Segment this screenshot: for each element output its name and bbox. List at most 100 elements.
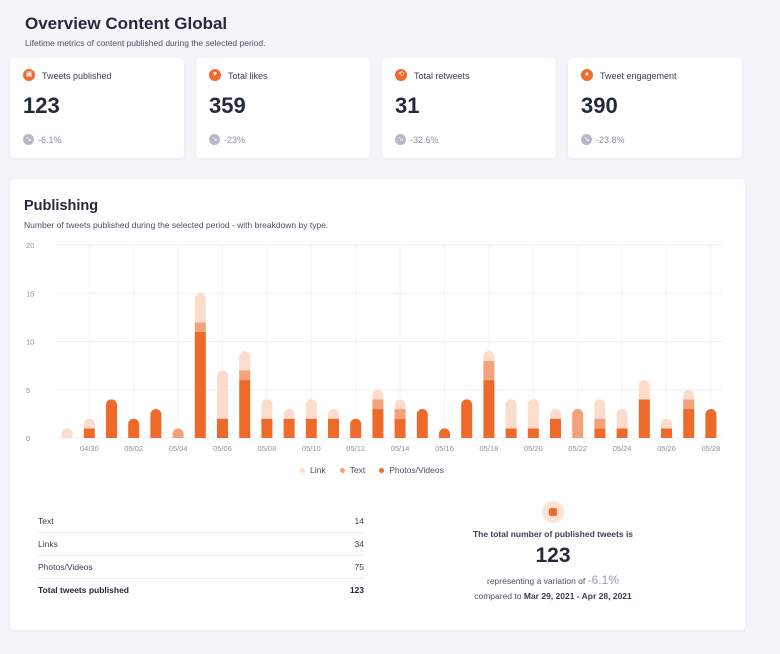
bar-segment — [616, 409, 628, 429]
bar-segment — [594, 418, 606, 429]
publishing-title: Publishing — [24, 198, 99, 214]
summary-variation: -6.1% — [587, 573, 619, 587]
bar-segment — [194, 293, 206, 323]
bar-segment — [527, 399, 539, 429]
bar-segment — [128, 418, 140, 438]
bar-segment — [172, 428, 184, 438]
heart-icon: ♥ — [209, 69, 221, 81]
bar-segment — [83, 418, 95, 429]
bar-segment — [483, 351, 495, 361]
card-tweets-published[interactable]: ▣ Tweets published 123 ↘ -6.1% — [10, 58, 184, 158]
card-tweet-engagement[interactable]: ● Tweet engagement 390 ↘ -23.8% — [568, 58, 742, 158]
bar-segment — [328, 418, 339, 438]
x-tick-label: 05/26 — [657, 444, 676, 453]
bar-segment — [527, 428, 539, 438]
bar-segment — [372, 399, 384, 410]
trend-down-icon: ↘ — [209, 134, 220, 145]
table-total-row: Total tweets published 123 — [38, 585, 364, 595]
x-tick-label: 05/10 — [302, 444, 321, 453]
legend-item-text[interactable]: Text — [339, 465, 365, 475]
bar-segment — [194, 331, 206, 438]
y-tick-label: 10 — [26, 338, 34, 347]
x-tick-label: 05/02 — [124, 444, 143, 453]
image-icon: ▣ — [23, 69, 35, 81]
x-tick-label: 05/28 — [702, 444, 721, 453]
bar-segment — [572, 409, 584, 438]
summary-line1: The total number of published tweets is — [472, 529, 634, 539]
bar-segment — [661, 418, 672, 429]
bar-segment — [550, 409, 561, 419]
bar-segment — [594, 428, 606, 438]
bar-segment — [150, 409, 162, 438]
bar-segment — [483, 380, 495, 438]
bar-segment — [106, 399, 117, 438]
bar-segment — [461, 399, 473, 438]
card-total-retweets[interactable]: ⟲ Total retweets 31 ↘ -32.6% — [382, 58, 556, 158]
bar-segment — [683, 409, 695, 438]
x-tick-label: 05/24 — [613, 444, 632, 453]
legend-item-photos-videos[interactable]: Photos/Videos — [379, 465, 444, 475]
card-total-likes[interactable]: ♥ Total likes 359 ↘ -23% — [196, 58, 370, 158]
bar-segment — [394, 409, 406, 419]
trend-down-icon: ↘ — [23, 134, 34, 145]
page-title: Overview Content Global — [25, 14, 228, 33]
x-tick-label: 05/12 — [346, 444, 365, 453]
publishing-panel: Publishing Number of tweets published du… — [10, 179, 745, 630]
card-value: 359 — [209, 93, 246, 118]
card-label: Tweet engagement — [600, 71, 677, 81]
card-value: 123 — [23, 93, 60, 118]
summary-period: Mar 29, 2021 - Apr 28, 2021 — [523, 591, 632, 601]
summary-block: The total number of published tweets is … — [428, 501, 678, 601]
bar-segment — [683, 399, 695, 410]
page-subtitle: Lifetime metrics of content published du… — [25, 38, 266, 48]
x-tick-label: 05/06 — [213, 444, 232, 453]
table-row: Photos/Videos 75 — [38, 556, 364, 579]
card-change: -23.8% — [596, 135, 625, 145]
bar-segment — [217, 370, 228, 419]
card-change: -32.6% — [410, 135, 439, 145]
bar-segment — [305, 399, 317, 419]
y-tick-label: 20 — [26, 241, 34, 250]
chat-icon: ● — [581, 69, 593, 81]
table-row: Text 14 — [38, 510, 364, 533]
bar-segment — [61, 428, 73, 438]
bar-segment — [416, 409, 428, 438]
x-tick-label: 05/22 — [568, 444, 587, 453]
bar-segment — [372, 389, 384, 400]
bar-segment — [239, 351, 251, 371]
y-tick-label: 15 — [26, 289, 34, 298]
bar-segment — [550, 418, 561, 438]
bar-segment — [483, 360, 495, 381]
bar-segment — [594, 399, 606, 419]
x-tick-label: 05/08 — [258, 444, 277, 453]
x-tick-label: 05/04 — [169, 444, 188, 453]
bar-segment — [261, 399, 273, 419]
bar-segment — [505, 428, 517, 438]
x-tick-label: 05/16 — [435, 444, 454, 453]
x-tick-label: 04/30 — [80, 444, 99, 453]
image-icon — [542, 501, 564, 523]
bar-segment — [372, 409, 384, 438]
x-tick-label: 05/18 — [480, 444, 499, 453]
bar-segment — [439, 428, 450, 438]
bar-segment — [83, 428, 95, 438]
card-change: -6.1% — [38, 135, 62, 145]
trend-down-icon: ↘ — [581, 134, 592, 145]
bar-segment — [283, 418, 295, 438]
bar-segment — [394, 399, 406, 410]
x-tick-label: 05/20 — [524, 444, 543, 453]
bar-segment — [261, 418, 273, 438]
publishing-chart: 0 5 10 15 20 04/30 05/02 05/04 05/06 05/08 05/10 05… — [26, 241, 722, 453]
breakdown-table: Text 14 Links 34 Photos/Videos 75 Total twe… — [38, 510, 364, 601]
bar-segment — [505, 399, 517, 429]
publishing-subtitle: Number of tweets published during the se… — [24, 220, 329, 230]
legend-item-link[interactable]: Link — [300, 465, 326, 475]
bar-segment — [194, 322, 206, 332]
card-value: 31 — [395, 93, 420, 118]
card-label: Total retweets — [414, 71, 470, 81]
card-change: -23% — [224, 135, 246, 145]
bar-segment — [239, 370, 251, 381]
bar-segment — [683, 389, 695, 400]
bar-segment — [217, 418, 228, 438]
summary-line3: compared to Mar 29, 2021 - Apr 28, 2021 — [474, 591, 632, 601]
